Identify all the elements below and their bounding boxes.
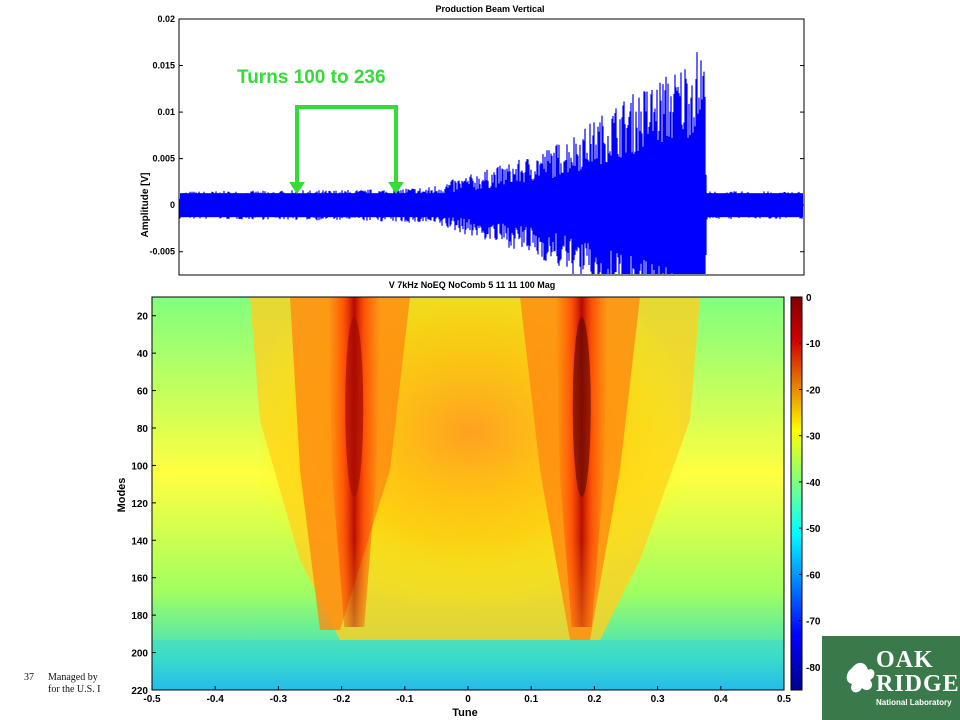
footer-for-us: for the U.S. I bbox=[48, 684, 101, 695]
waveform-y-tick-label: 0.01 bbox=[157, 107, 175, 117]
waveform-y-tick-label: 0.005 bbox=[152, 154, 175, 164]
colorbar-tick-label: -50 bbox=[806, 524, 821, 535]
heatmap-y-tick-label: 120 bbox=[131, 499, 148, 510]
annotation-arrow-left bbox=[289, 182, 305, 194]
waveform-y-tick-label: -0.005 bbox=[149, 247, 175, 257]
heatmap-x-ticks: -0.5 -0.4 -0.3 -0.2 -0.1 0 0.1 0.2 0.3 0.4 0.5 bbox=[143, 686, 791, 705]
colorbar-tick-label: 0 bbox=[806, 293, 812, 304]
colorbar-gradient bbox=[790, 296, 803, 691]
heatmap-y-tick-label: 100 bbox=[131, 461, 148, 472]
page-number: 37 bbox=[24, 672, 34, 683]
heatmap-image bbox=[152, 297, 784, 690]
waveform-signal bbox=[179, 52, 803, 274]
annotation-bracket bbox=[295, 105, 398, 190]
colorbar-tick-label: -20 bbox=[806, 385, 821, 396]
heatmap-y-tick-label: 200 bbox=[131, 649, 148, 660]
colorbar-tick-label: -30 bbox=[806, 432, 821, 443]
colorbar-tick-label: -40 bbox=[806, 478, 821, 489]
heatmap-y-tick-label: 40 bbox=[137, 349, 149, 360]
heatmap-y-tick-label: 80 bbox=[137, 424, 149, 435]
colorbar-tick-label: -60 bbox=[806, 570, 821, 581]
colorbar: 0 -10 -20 -30 -40 -50 -60 -70 -80 bbox=[790, 293, 821, 691]
heatmap-y-label: Modes bbox=[116, 478, 128, 513]
heatmap-chart: V 7kHz NoEQ NoComb 5 11 11 100 Mag -0.5-… bbox=[116, 280, 791, 719]
heatmap-peak-core bbox=[345, 317, 364, 497]
heatmap-y-tick-label: 160 bbox=[131, 574, 148, 585]
logo-national-laboratory: National Laboratory bbox=[876, 698, 952, 707]
heatmap-x-tick-label: -0.3 bbox=[270, 694, 288, 705]
waveform-title: Production Beam Vertical bbox=[435, 4, 544, 14]
heatmap-peak-core bbox=[572, 317, 591, 497]
waveform-chart: Production Beam Vertical 0.020.0150.010.… bbox=[140, 4, 805, 276]
heatmap-y-tick-label: 180 bbox=[131, 611, 148, 622]
waveform-y-tick-label: 0 bbox=[170, 200, 175, 210]
ornl-logo-panel bbox=[822, 636, 960, 720]
heatmap-y-tick-label: 20 bbox=[137, 312, 149, 323]
heatmap-x-tick-label: -0.1 bbox=[396, 694, 414, 705]
footer-managed-by: Managed by bbox=[48, 672, 98, 683]
waveform-y-tick-label: 0.02 bbox=[157, 14, 175, 24]
heatmap-x-tick-label: -0.4 bbox=[207, 694, 225, 705]
annotation-label: Turns 100 to 236 bbox=[237, 67, 386, 88]
waveform-core-band bbox=[180, 193, 803, 218]
heatmap-x-tick-label: 0.2 bbox=[587, 694, 601, 705]
waveform-y-label: Amplitude [V] bbox=[140, 173, 151, 238]
colorbar-ticks: 0 -10 -20 -30 -40 -50 -60 -70 -80 bbox=[799, 293, 821, 674]
waveform-y-ticks: 0.02 0.015 0.01 0.005 0 -0.005 bbox=[149, 14, 804, 257]
heatmap-y-ticks: 20 40 60 80 100 120 140 160 180 200 220 bbox=[131, 312, 156, 697]
waveform-y-tick-label: 0.015 bbox=[152, 61, 175, 71]
waveform-plot-area bbox=[178, 18, 805, 276]
heatmap-y-tick-label: 220 bbox=[131, 686, 148, 697]
heatmap-x-tick-label: -0.5 bbox=[143, 694, 161, 705]
heatmap-x-tick-label: 0.3 bbox=[651, 694, 665, 705]
heatmap-x-tick-label: -0.2 bbox=[333, 694, 351, 705]
heatmap-title: V 7kHz NoEQ NoComb 5 11 11 100 Mag bbox=[389, 280, 556, 290]
heatmap-x-label: Tune bbox=[452, 707, 477, 719]
heatmap-y-tick-label: 60 bbox=[137, 387, 149, 398]
annotation-arrow-right bbox=[388, 182, 404, 194]
heatmap-x-tick-label: 0 bbox=[465, 694, 471, 705]
ornl-logo: OAK RIDGE National Laboratory bbox=[876, 648, 960, 707]
colorbar-tick-label: -10 bbox=[806, 339, 821, 350]
heatmap-x-tick-label: 0.1 bbox=[524, 694, 538, 705]
heatmap-y-tick-label: 140 bbox=[131, 536, 148, 547]
heatmap-x-tick-label: 0.5 bbox=[777, 694, 791, 705]
logo-ridge: RIDGE bbox=[876, 671, 960, 697]
turns-annotation: Turns 100 to 236 bbox=[237, 67, 404, 194]
colorbar-tick-label: -70 bbox=[806, 617, 821, 628]
logo-oak: OAK bbox=[876, 647, 934, 673]
heatmap-x-tick-label: 0.4 bbox=[714, 694, 728, 705]
colorbar-tick-label: -80 bbox=[806, 663, 821, 674]
